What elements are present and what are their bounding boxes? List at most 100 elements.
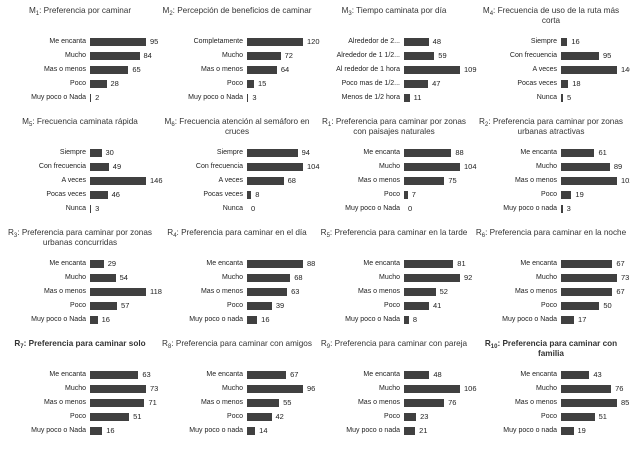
value-label: 96 (307, 384, 316, 393)
bar-row: Mas o menos 55 (161, 397, 313, 408)
value-label: 71 (148, 398, 157, 407)
bar-row: Muy poco o Nada 16 (4, 425, 156, 436)
bar (90, 65, 129, 74)
value-label: 48 (433, 370, 442, 379)
category-label: Con frecuencia (38, 163, 86, 170)
bar-row: Poco 57 (4, 300, 156, 311)
value-label: 109 (464, 65, 477, 74)
value-label: 75 (448, 176, 457, 185)
value-label: 51 (598, 412, 607, 421)
chart-title: M4: Frecuencia de uso de la ruta más cor… (482, 6, 620, 25)
category-label: Poco (541, 302, 557, 309)
value-label: 84 (143, 51, 152, 60)
bar-row: Nunca 0 (161, 203, 313, 214)
category-label: Siempre (59, 149, 86, 156)
bar (247, 273, 291, 282)
bar (561, 148, 595, 157)
bar-row: Mas o menos 64 (161, 64, 313, 75)
bar-row: Me encanta 81 (318, 258, 470, 269)
bar-row: Me encanta 67 (161, 369, 313, 380)
bar-row: Muy poco o Nada 16 (4, 314, 156, 325)
bar (561, 287, 613, 296)
bar (247, 162, 303, 171)
bar-row: Mucho 96 (161, 383, 316, 394)
value-label: 68 (294, 273, 303, 282)
bar (404, 65, 460, 74)
category-label: A veces (218, 177, 243, 184)
category-label: Muy poco o Nada (502, 316, 557, 323)
category-label: Mas o menos (514, 399, 557, 406)
bar (404, 176, 445, 185)
category-label: Me encanta (520, 371, 557, 378)
chart-title: M3: Tiempo caminata por día (341, 6, 447, 17)
bar (561, 384, 612, 393)
bar (561, 259, 613, 268)
bar-row: Muy poco o nada 19 (475, 425, 627, 436)
chart-title: R2: Preferencia para caminar por zonas u… (479, 117, 623, 136)
value-label: 28 (110, 79, 119, 88)
bar (561, 162, 610, 171)
bar (561, 370, 590, 379)
bar (90, 287, 146, 296)
category-label: Mucho (378, 163, 400, 170)
bar-row: Mas o menos 102 (475, 175, 630, 186)
value-label: 43 (593, 370, 602, 379)
value-label: 19 (575, 190, 584, 199)
bar (247, 398, 280, 407)
bar-row: Siempre 94 (161, 147, 313, 158)
category-label: Me encanta (363, 149, 400, 156)
bar-row: A veces 146 (4, 175, 162, 186)
bar (561, 204, 563, 213)
category-label: Mas o menos (200, 66, 243, 73)
bar (247, 259, 303, 268)
value-label: 63 (142, 370, 151, 379)
bar (247, 384, 303, 393)
category-label: Poco (227, 413, 243, 420)
bar (90, 273, 116, 282)
category-label: Me encanta (206, 371, 243, 378)
chart-panel: M5: Frecuencia caminata rápida Siempre 30 C… (4, 115, 162, 223)
bar (561, 51, 599, 60)
chart-title: R8: Preferencia para caminar con amigos (162, 339, 312, 350)
value-label: 8 (412, 315, 418, 324)
bar-row: Nunca 5 (475, 92, 627, 103)
bar-row: Mucho 54 (4, 272, 156, 283)
value-label: 118 (150, 287, 162, 296)
bar (404, 190, 408, 199)
value-label: 48 (432, 37, 441, 46)
value-label: 120 (307, 37, 320, 46)
category-label: Poco (384, 302, 400, 309)
value-label: 54 (119, 273, 128, 282)
chart-panel: R5: Preferencia para caminar en la tarde… (318, 226, 473, 334)
bar (247, 37, 303, 46)
value-label: 73 (621, 273, 630, 282)
category-label: Mucho (64, 274, 86, 281)
bar (404, 384, 460, 393)
bar (404, 259, 454, 268)
category-label: Mucho (535, 163, 557, 170)
category-label: Muy poco o nada (503, 427, 557, 434)
category-label: Muy poco o Nada (345, 205, 400, 212)
value-label: 47 (432, 79, 441, 88)
bar (404, 398, 445, 407)
bar-row: Mas o menos 85 (475, 397, 629, 408)
value-label: 73 (150, 384, 159, 393)
value-label: 18 (572, 79, 581, 88)
bar-row: Completamente 120 (161, 36, 320, 47)
category-label: Mas o menos (357, 288, 400, 295)
chart-panel: R8: Preferencia para caminar con amigos M… (161, 337, 316, 445)
bar-row: Nunca 3 (4, 203, 156, 214)
bar (247, 315, 258, 324)
value-label: 17 (578, 315, 587, 324)
bar-row: Con frecuencia 49 (4, 161, 156, 172)
bar-row: Poco 39 (161, 300, 313, 311)
bar-row: Poco 19 (475, 189, 627, 200)
bar-row: Poco 7 (318, 189, 470, 200)
bar (247, 370, 287, 379)
chart-panel: M4: Frecuencia de uso de la ruta más cor… (475, 4, 630, 112)
category-label: Mas o menos (514, 288, 557, 295)
category-label: Poco (227, 302, 243, 309)
value-label: 63 (291, 287, 300, 296)
category-label: Muy poco o Nada (31, 427, 86, 434)
chart-panel: R7: Preferencia para caminar solo Me enca… (4, 337, 159, 445)
